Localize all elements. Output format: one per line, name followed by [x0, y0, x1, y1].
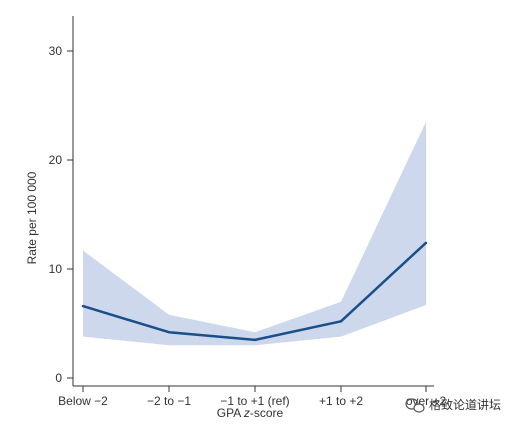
- x-tick-label: −2 to −1: [147, 394, 191, 408]
- data-point: [253, 338, 257, 342]
- y-tick-label: 0: [55, 371, 62, 385]
- y-axis-label: Rate per 100 000: [25, 171, 39, 264]
- data-point: [167, 331, 171, 334]
- x-tick-label: −1 to +1 (ref): [220, 394, 289, 408]
- wechat-icon: [405, 398, 425, 413]
- y-tick-label: 20: [49, 153, 63, 167]
- confidence-band: [83, 121, 426, 346]
- x-tick-label: +1 to +2: [319, 394, 363, 408]
- watermark: 格致论道讲坛: [405, 397, 501, 413]
- data-point: [424, 241, 428, 244]
- y-tick-label: 30: [49, 44, 63, 58]
- y-tick-label: 10: [49, 262, 63, 276]
- watermark-text: 格致论道讲坛: [429, 397, 501, 412]
- data-point: [339, 320, 343, 323]
- x-axis-label: GPA z-score: [217, 406, 284, 420]
- data-point: [81, 304, 85, 308]
- x-tick-label: Below −2: [58, 394, 108, 408]
